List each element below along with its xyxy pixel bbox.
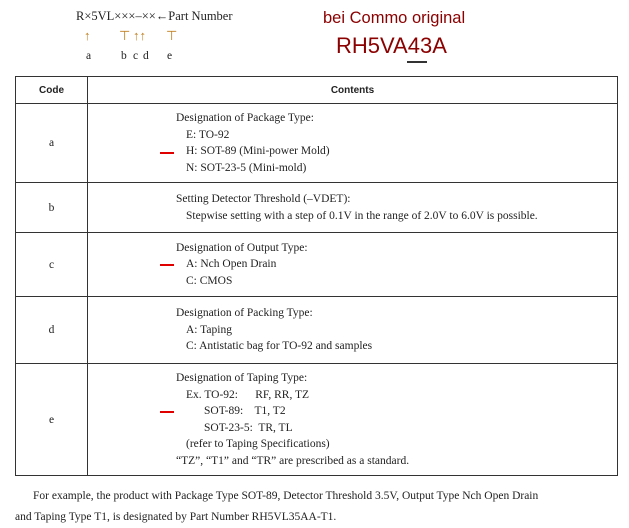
line: N: SOT-23-5 (Mini-mold): [186, 161, 307, 174]
line: Setting Detector Threshold (–VDET):: [176, 193, 351, 205]
line: (refer to Taping Specifications): [186, 438, 330, 450]
contents-cell: Designation of Package Type: E: TO-92 H:…: [87, 103, 618, 183]
contents-cell: Designation of Output Type: A: Nch Open …: [87, 232, 618, 297]
example-text: For example, the product with Package Ty…: [33, 490, 539, 502]
arrow-up-icon: ⊤: [166, 28, 178, 43]
label-c: c: [133, 50, 139, 62]
arrow-up-icon: ↑: [84, 28, 91, 43]
label-a: a: [86, 50, 92, 62]
code-cell: c: [15, 232, 88, 297]
line: Designation of Taping Type:: [176, 372, 308, 384]
code-cell: b: [15, 182, 88, 233]
contents-cell: Setting Detector Threshold (–VDET): Step…: [87, 182, 618, 233]
label-b: b: [121, 50, 127, 62]
annotation-part-number: RH5VA43A: [336, 33, 447, 58]
code-cell: d: [15, 296, 88, 364]
label-d: d: [143, 50, 149, 62]
table-row: b Setting Detector Threshold (–VDET): St…: [15, 182, 618, 233]
code-table: Code Contents a Designation of Package Ty…: [15, 76, 618, 476]
line: Designation of Packing Type:: [176, 307, 313, 320]
red-marker: [160, 264, 174, 266]
line: SOT-89: T1, T2: [204, 405, 286, 417]
line: C: CMOS: [186, 274, 233, 287]
table-row: e Designation of Taping Type: Ex. TO-92:…: [15, 363, 618, 476]
line: A: Nch Open Drain: [186, 258, 277, 271]
part-number-format: R×5VL×××–××←Part Number: [76, 9, 233, 23]
contents-cell: Designation of Taping Type: Ex. TO-92: R…: [87, 363, 618, 476]
table-header: Code Contents: [15, 76, 618, 104]
code-cell: a: [15, 103, 88, 183]
label-e: e: [167, 50, 173, 62]
line: Designation of Package Type:: [176, 112, 314, 124]
line: A: Taping: [186, 323, 232, 336]
arrow-up-icon: ↑↑: [133, 28, 146, 43]
contents-cell: Designation of Packing Type: A: Taping C…: [87, 296, 618, 364]
table-row: a Designation of Package Type: E: TO-92 …: [15, 103, 618, 183]
red-marker: [160, 152, 174, 154]
red-marker: [160, 411, 174, 413]
line: “TZ”, “T1” and “TR” are prescribed as a …: [176, 454, 410, 467]
example-text-2: and Taping Type T1, is designated by Par…: [15, 511, 337, 523]
line: H: SOT-89 (Mini-power Mold): [186, 145, 330, 157]
arrow-up-icon: ⊤: [119, 28, 131, 43]
code-cell: e: [15, 363, 88, 476]
line: Designation of Output Type:: [176, 241, 308, 254]
line: Ex. TO-92: RF, RR, TZ: [186, 388, 310, 401]
table-row: c Designation of Output Type: A: Nch Ope…: [15, 232, 618, 297]
table-row: d Designation of Packing Type: A: Taping…: [15, 296, 618, 364]
annotation-note: bei Commo original: [323, 9, 466, 27]
line: E: TO-92: [186, 128, 230, 141]
underline-mark: [407, 61, 427, 63]
line: C: Antistatic bag for TO-92 and samples: [186, 340, 373, 353]
col-code: Code: [15, 76, 88, 104]
col-contents: Contents: [87, 76, 618, 104]
example-paragraph: For example, the product with Package Ty…: [15, 486, 625, 528]
line: SOT-23-5: TR, TL: [204, 421, 293, 434]
line: Stepwise setting with a step of 0.1V in …: [186, 209, 538, 222]
